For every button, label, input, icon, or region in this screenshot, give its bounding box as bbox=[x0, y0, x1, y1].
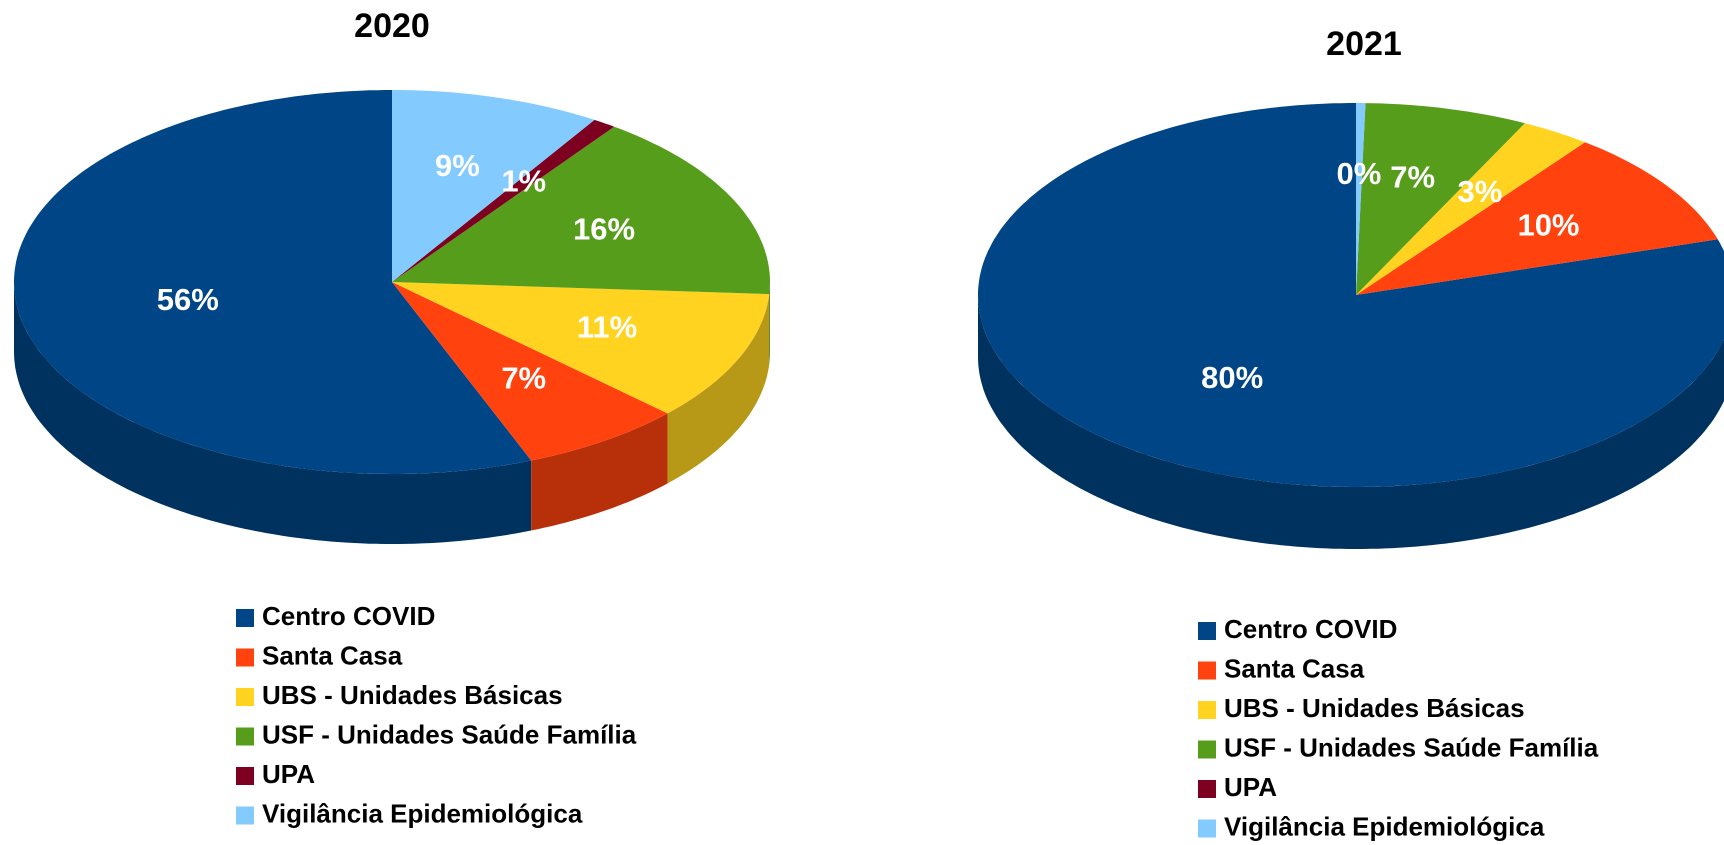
legend-label: Vigilância Epidemiológica bbox=[262, 798, 583, 828]
legend-swatch bbox=[1198, 701, 1216, 719]
pie-side bbox=[978, 295, 1724, 549]
pie-side bbox=[769, 282, 770, 365]
data-label: 11% bbox=[577, 309, 637, 344]
pie-slice bbox=[392, 90, 595, 282]
legend-label: Centro COVID bbox=[1224, 614, 1397, 644]
pie-side bbox=[667, 294, 770, 484]
data-label: 9% bbox=[435, 148, 480, 183]
legend-swatch bbox=[236, 806, 254, 825]
data-label: 1% bbox=[501, 164, 546, 199]
data-label: 7% bbox=[501, 361, 546, 396]
pie-slice bbox=[1356, 103, 1525, 295]
data-label: 10% bbox=[1517, 207, 1579, 242]
legend-label: Santa Casa bbox=[262, 640, 403, 670]
data-label: 16% bbox=[573, 212, 635, 247]
pie-slice bbox=[1356, 123, 1585, 295]
legend-swatch bbox=[236, 648, 254, 667]
pie-slice bbox=[1356, 142, 1718, 295]
legend-swatch bbox=[1198, 819, 1216, 838]
data-label: 7% bbox=[1390, 160, 1435, 195]
pie-slice bbox=[392, 282, 770, 414]
legend-label: UPA bbox=[262, 759, 315, 789]
legend-swatch bbox=[1198, 622, 1216, 640]
pie-slice bbox=[392, 282, 668, 461]
data-label: 3% bbox=[1457, 174, 1502, 209]
data-label: 80% bbox=[1201, 360, 1263, 395]
pie-slice bbox=[392, 119, 615, 283]
pie-side bbox=[531, 413, 668, 531]
pie-slice bbox=[392, 126, 770, 295]
pie-side bbox=[14, 282, 532, 544]
data-label: 56% bbox=[157, 282, 219, 317]
pie-slice bbox=[14, 90, 532, 474]
legend-swatch bbox=[1198, 740, 1216, 759]
pie-slice bbox=[1356, 103, 1366, 295]
legend-label: Vigilância Epidemiológica bbox=[1224, 811, 1545, 841]
legend-label: UBS - Unidades Básicas bbox=[262, 680, 563, 710]
legend-label: UPA bbox=[1224, 772, 1277, 802]
legend-swatch bbox=[1198, 661, 1216, 680]
legend-label: USF - Unidades Saúde Família bbox=[1224, 732, 1599, 762]
legend-swatch bbox=[236, 727, 254, 746]
legend-label: USF - Unidades Saúde Família bbox=[262, 719, 637, 749]
legend-swatch bbox=[236, 767, 254, 785]
legend-label: Centro COVID bbox=[262, 601, 435, 631]
legend-label: Santa Casa bbox=[1224, 653, 1365, 683]
legend-swatch bbox=[1198, 780, 1216, 798]
chart-title: 2020 bbox=[354, 7, 430, 45]
legend-label: UBS - Unidades Básicas bbox=[1224, 693, 1525, 723]
pie-slice bbox=[978, 103, 1724, 487]
chart-title: 2021 bbox=[1326, 25, 1402, 63]
data-label: 0% bbox=[1337, 156, 1382, 191]
legend-swatch bbox=[236, 609, 254, 627]
legend-swatch bbox=[236, 688, 254, 706]
